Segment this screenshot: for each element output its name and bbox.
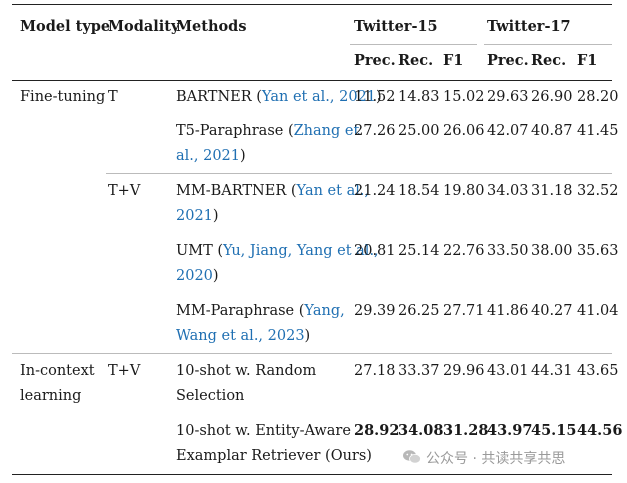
cell: 27.26 [354, 123, 396, 139]
method-t5-paraphrase: T5-Paraphrase (Zhang et [176, 123, 360, 139]
citation-link[interactable]: Yu, Jiang, Yang et al., [223, 243, 379, 259]
citation-link[interactable]: Yan et al., 2021 [261, 89, 376, 105]
header-modality: Modality [108, 18, 180, 35]
header-rec-15: Rec. [398, 52, 434, 69]
method-random-selection-line2: Selection [176, 388, 245, 404]
cell: 29.96 [443, 363, 485, 379]
cell: 35.63 [577, 243, 619, 259]
cell: 26.90 [531, 89, 573, 105]
cell: 31.18 [531, 183, 573, 199]
cell: 32.52 [577, 183, 619, 199]
cell: 27.71 [443, 303, 485, 319]
cell: 25.14 [398, 243, 440, 259]
header-f1-17: F1 [577, 52, 598, 69]
modality-tv-incontext: T+V [108, 363, 141, 379]
cell: 15.02 [443, 89, 485, 105]
cell: 26.06 [443, 123, 485, 139]
cell-best: 44.56 [577, 422, 623, 439]
cell: 26.25 [398, 303, 440, 319]
citation-link[interactable]: Zhang et [293, 123, 360, 139]
modality-t: T [108, 89, 118, 105]
method-entity-aware-line2: Examplar Retriever (Ours) [176, 448, 372, 464]
cell: 21.24 [354, 183, 396, 199]
model-type-finetuning: Fine-tuning [20, 89, 106, 105]
cell: 20.81 [354, 243, 396, 259]
watermark-text: 公众号 · 共读共享共思 [426, 451, 566, 467]
cell: 41.04 [577, 303, 619, 319]
header-twitter17: Twitter-17 [487, 18, 571, 35]
cell: 44.31 [531, 363, 573, 379]
cell: 43.65 [577, 363, 619, 379]
method-umt: UMT (Yu, Jiang, Yang et al., [176, 243, 379, 259]
cell: 18.54 [398, 183, 440, 199]
citation-link[interactable]: Yan et al., [296, 183, 370, 199]
cell: 41.86 [487, 303, 529, 319]
header-prec-15: Prec. [354, 52, 396, 69]
method-mm-paraphrase: MM-Paraphrase (Yang, [176, 303, 345, 319]
top-rule [12, 4, 612, 5]
twitter15-underline [350, 44, 477, 45]
cell: 43.01 [487, 363, 529, 379]
header-rec-17: Rec. [531, 52, 567, 69]
citation-link[interactable]: 2021 [176, 208, 213, 224]
cell-best: 34.08 [398, 422, 444, 439]
modality-separator [106, 173, 612, 174]
method-t5-paraphrase-line2: al., 2021) [176, 148, 246, 164]
group-separator [12, 353, 612, 354]
header-model-type: Model type [20, 18, 111, 35]
header-rule [12, 80, 612, 81]
cell: 27.18 [354, 363, 396, 379]
cell: 40.87 [531, 123, 573, 139]
cell: 42.07 [487, 123, 529, 139]
citation-link[interactable]: al., 2021 [176, 148, 241, 164]
method-umt-line2: 2020) [176, 268, 219, 284]
header-f1-15: F1 [443, 52, 464, 69]
cell: 22.76 [443, 243, 485, 259]
cell-best: 43.97 [487, 422, 533, 439]
method-mm-bartner-line2: 2021) [176, 208, 219, 224]
cell: 25.00 [398, 123, 440, 139]
method-mm-bartner: MM-BARTNER (Yan et al., [176, 183, 370, 199]
cell: 41.45 [577, 123, 619, 139]
citation-link[interactable]: Yang, [304, 303, 345, 319]
cell: 28.20 [577, 89, 619, 105]
cell: 34.03 [487, 183, 529, 199]
method-mm-paraphrase-line2: Wang et al., 2023) [176, 328, 311, 344]
twitter17-underline [484, 44, 612, 45]
header-methods: Methods [176, 18, 247, 35]
cell: 11.52 [354, 89, 396, 105]
bottom-rule [12, 474, 612, 475]
modality-tv-finetuning: T+V [108, 183, 141, 199]
cell-best: 28.92 [354, 422, 400, 439]
model-type-incontext-line2: learning [20, 388, 82, 404]
method-entity-aware: 10-shot w. Entity-Aware [176, 423, 351, 439]
model-type-incontext: In-context [20, 363, 95, 379]
header-prec-17: Prec. [487, 52, 529, 69]
cell: 29.39 [354, 303, 396, 319]
citation-link[interactable]: 2020 [176, 268, 213, 284]
method-bartner: BARTNER (Yan et al., 2021) [176, 89, 382, 105]
cell: 33.37 [398, 363, 440, 379]
cell: 19.80 [443, 183, 485, 199]
cell: 29.63 [487, 89, 529, 105]
cell-best: 31.28 [443, 422, 489, 439]
header-twitter15: Twitter-15 [354, 18, 438, 35]
cell-best: 45.15 [531, 422, 577, 439]
citation-link[interactable]: Wang et al., 2023 [176, 328, 305, 344]
cell: 14.83 [398, 89, 440, 105]
cell: 40.27 [531, 303, 573, 319]
cell: 38.00 [531, 243, 573, 259]
cell: 33.50 [487, 243, 529, 259]
wechat-icon [403, 450, 421, 464]
method-random-selection: 10-shot w. Random [176, 363, 317, 379]
